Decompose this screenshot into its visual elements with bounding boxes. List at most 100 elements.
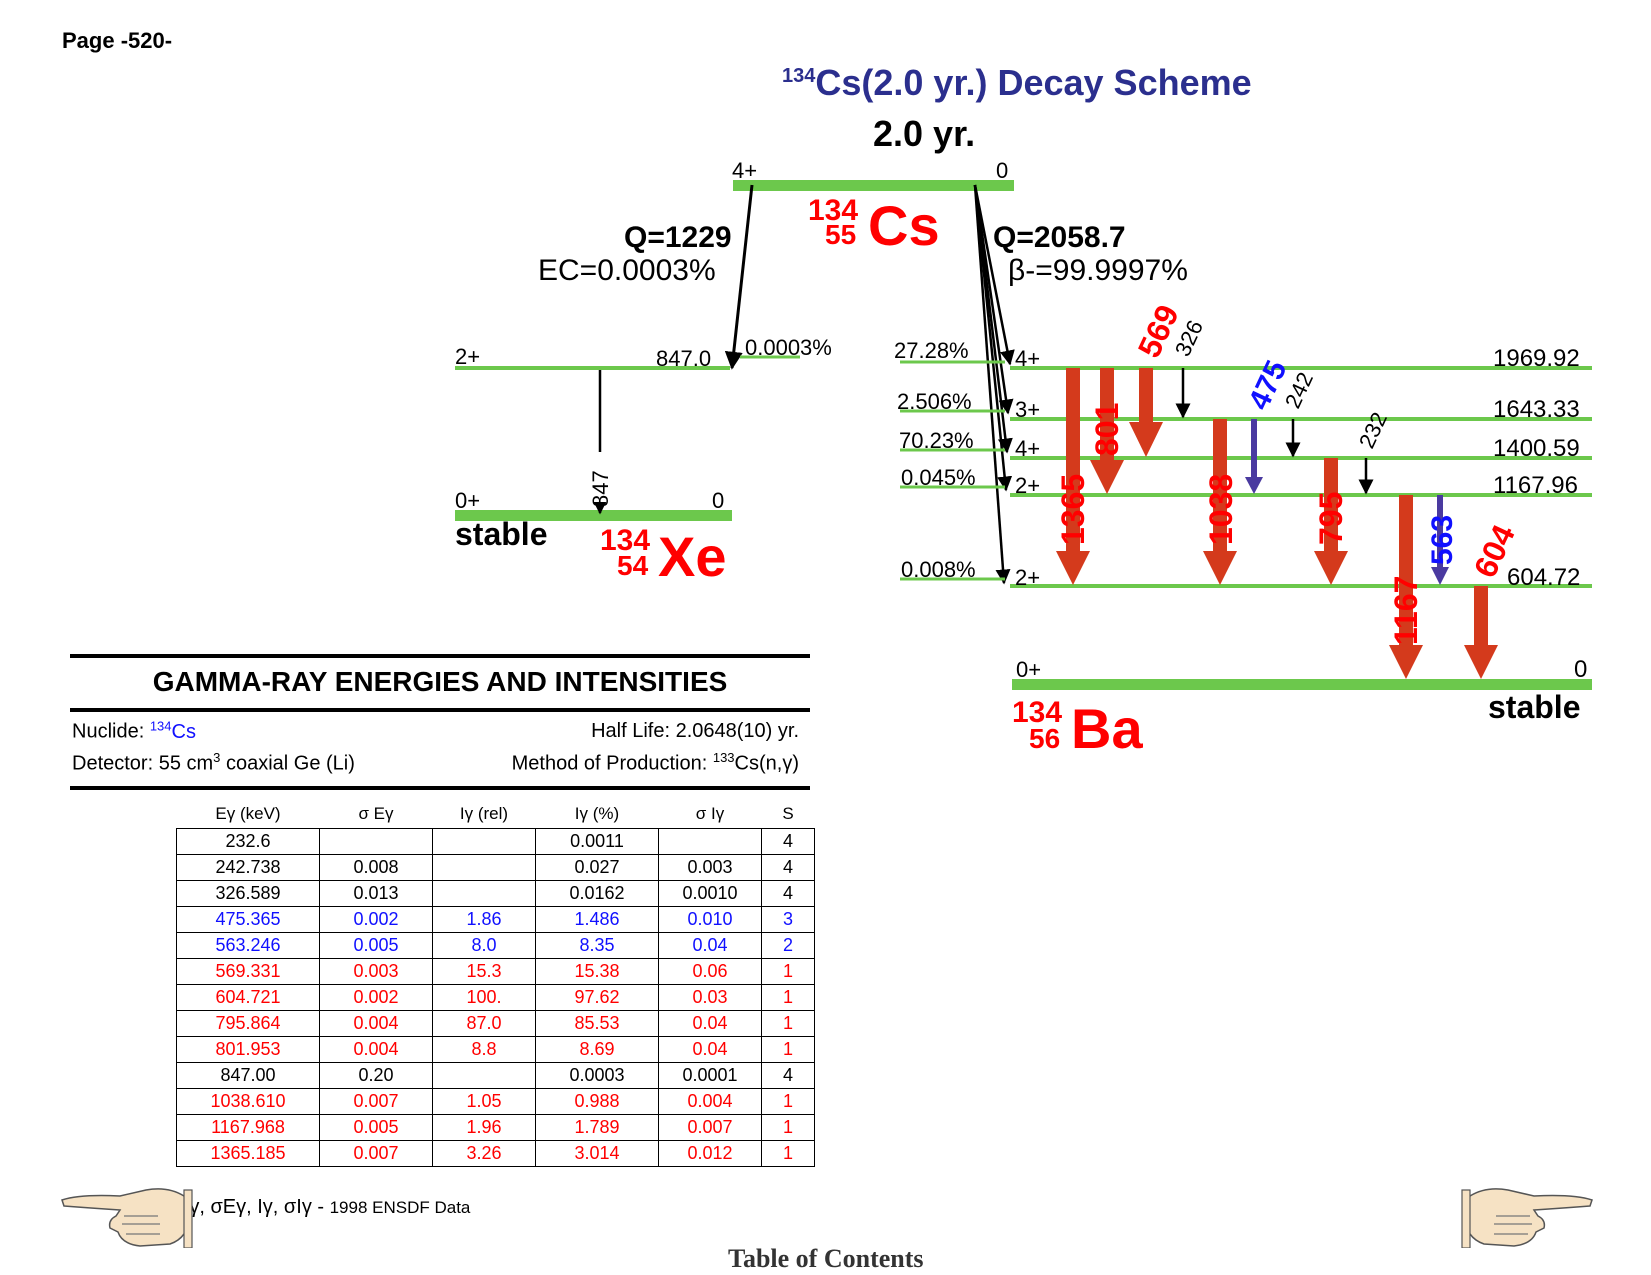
gamma-table-cell: 1.789 <box>535 1114 659 1141</box>
xe-symbol: Xe <box>658 525 727 588</box>
gamma-table-cell: 1 <box>761 958 815 985</box>
ba-level-1167-energy: 1167.96 <box>1493 472 1578 499</box>
gamma-table-cell: 85.53 <box>535 1010 659 1037</box>
gamma-table-row: 232.6 0.0011 4 <box>176 828 815 855</box>
gamma-569-head <box>1129 422 1163 457</box>
gamma-table-cell: 3 <box>761 906 815 933</box>
xe-level-847-energy: 847.0 <box>656 346 711 371</box>
gamma-table-cell: 326.589 <box>176 880 320 907</box>
col-header-s: S <box>782 804 794 823</box>
gamma-table-header-row: Eγ (keV) σ Eγ Iγ (rel) Iγ (%) σ Iγ S <box>177 800 815 829</box>
gamma-604-shaft <box>1474 586 1488 645</box>
table-of-contents-link[interactable]: Table of Contents <box>728 1244 924 1273</box>
col-header-pct-intensity: Iγ (%) <box>574 804 620 823</box>
gamma-1365-label: 1365 <box>1055 474 1091 545</box>
gamma-table-row: 847.00 0.20 0.0003 0.0001 4 <box>176 1062 815 1089</box>
xe-gamma-label-bg <box>588 452 612 502</box>
gamma-1167-shaft <box>1399 495 1413 645</box>
gamma-table-cell: 0.005 <box>319 932 433 959</box>
gamma-563-shaft <box>1437 495 1443 567</box>
gamma-475: 475 <box>1242 356 1294 494</box>
gamma-table-cell: 1 <box>761 1114 815 1141</box>
gamma-1038-label: 1038 <box>1203 474 1239 545</box>
ba-level-1969-feeding: 27.28% <box>894 338 969 363</box>
gamma-table-cell: 1.486 <box>535 906 659 933</box>
method-sup: 133 <box>712 750 735 765</box>
gamma-table-cell: 3.014 <box>535 1140 659 1167</box>
gamma-table-cell: 0.008 <box>319 854 433 881</box>
gamma-604-head <box>1464 645 1498 679</box>
nuclide-label: Nuclide: <box>72 720 145 743</box>
gamma-table-header-box: GAMMA-RAY ENERGIES AND INTENSITIES <box>70 654 810 712</box>
parent-level-line <box>733 180 1014 191</box>
ba-level-1167-spin: 2+ <box>1015 473 1040 498</box>
gamma-table-cell: 0.013 <box>319 880 433 907</box>
ba-ground-spin: 0+ <box>1016 657 1041 682</box>
gamma-table-cell: 2 <box>761 932 815 959</box>
ba-level-1400-feeding: 70.23% <box>899 428 974 453</box>
gamma-table-cell: 0.007 <box>658 1114 762 1141</box>
gamma-563-head <box>1431 567 1449 585</box>
gamma-table-cell: 0.0162 <box>535 880 659 907</box>
footnote-text: 1998 ENSDF Data <box>329 1198 471 1217</box>
xe-atomic-number: 54 <box>617 550 649 581</box>
previous-page-hand-icon[interactable] <box>60 1182 194 1248</box>
gamma-table-cell: 0.004 <box>319 1010 433 1037</box>
detector-text-2: coaxial Ge (Li) <box>220 752 355 775</box>
gamma-table-row: 563.246 0.005 8.0 8.35 0.04 2 <box>176 932 815 959</box>
gamma-232-label: 232 <box>1354 408 1392 452</box>
gamma-table-cell: 87.0 <box>432 1010 536 1037</box>
gamma-table-cell: 3.26 <box>432 1140 536 1167</box>
ba-level-1643-spin: 3+ <box>1015 397 1040 422</box>
gamma-604: 604 <box>1464 519 1522 679</box>
method-text: Method of Production: <box>511 752 713 775</box>
next-page-hand-icon[interactable] <box>1460 1182 1594 1248</box>
gamma-table-cell: 242.738 <box>176 854 320 881</box>
gamma-1365-head <box>1056 551 1090 585</box>
ba-level-1643-feeding: 2.506% <box>897 389 972 414</box>
gamma-table-cell <box>432 880 536 907</box>
gamma-table-row: 1038.610 0.007 1.05 0.988 0.004 1 <box>176 1088 815 1115</box>
xe-ground-spin: 0+ <box>455 488 480 513</box>
gamma-table-cell: 0.0011 <box>535 828 659 855</box>
gamma-1365: 1365 <box>1055 368 1091 585</box>
ec-branch-label: EC=0.0003% <box>538 254 716 287</box>
gamma-1167-head <box>1389 645 1423 679</box>
page-number-label: Page -520- <box>62 28 173 53</box>
gamma-table-cell: 1.86 <box>432 906 536 933</box>
parent-atomic-number: 55 <box>825 219 856 250</box>
xe-level-847-feeding: 0.0003% <box>745 335 832 360</box>
col-header-energy: Eγ (keV) <box>215 804 281 823</box>
nuclide-symbol: Cs <box>171 720 196 743</box>
gamma-569-shaft <box>1139 368 1153 422</box>
col-header-sigma-energy: σ Eγ <box>358 804 394 823</box>
parent-spin: 4+ <box>732 158 757 183</box>
gamma-table-cell: 0.002 <box>319 906 433 933</box>
gamma-table-cell: 8.35 <box>535 932 659 959</box>
gamma-table-cell <box>319 828 433 855</box>
parent-symbol: Cs <box>868 194 940 257</box>
gamma-table-cell: 8.69 <box>535 1036 659 1063</box>
gamma-table-cell: 0.04 <box>658 932 762 959</box>
title-text: Cs(2.0 yr.) Decay Scheme <box>815 62 1252 103</box>
gamma-table-cell: 1365.185 <box>176 1140 320 1167</box>
parent-half-life: 2.0 yr. <box>873 113 975 154</box>
gamma-table-cell: 0.04 <box>658 1036 762 1063</box>
half-life-info: Half Life: 2.0648(10) yr. <box>591 720 799 742</box>
gamma-795: 795 <box>1313 458 1349 585</box>
gamma-table-cell: 15.38 <box>535 958 659 985</box>
gamma-table-cell: 0.04 <box>658 1010 762 1037</box>
gamma-table-cell: 4 <box>761 880 815 907</box>
gamma-table-cell <box>658 828 762 855</box>
production-method-info: Method of Production: 133Cs(n,γ) <box>512 750 799 776</box>
gamma-table-cell: 0.027 <box>535 854 659 881</box>
gamma-table-cell: 1 <box>761 1010 815 1037</box>
gamma-table-cell: 0.004 <box>319 1036 433 1063</box>
gamma-table-cell: 4 <box>761 828 815 855</box>
ba-level-1400-spin: 4+ <box>1015 436 1040 461</box>
gamma-795-head <box>1314 551 1348 585</box>
table-meta-divider <box>70 786 810 790</box>
ec-branch-arrow <box>724 184 754 370</box>
gamma-table-cell: 8.8 <box>432 1036 536 1063</box>
ba-level-1969-spin: 4+ <box>1015 346 1040 371</box>
